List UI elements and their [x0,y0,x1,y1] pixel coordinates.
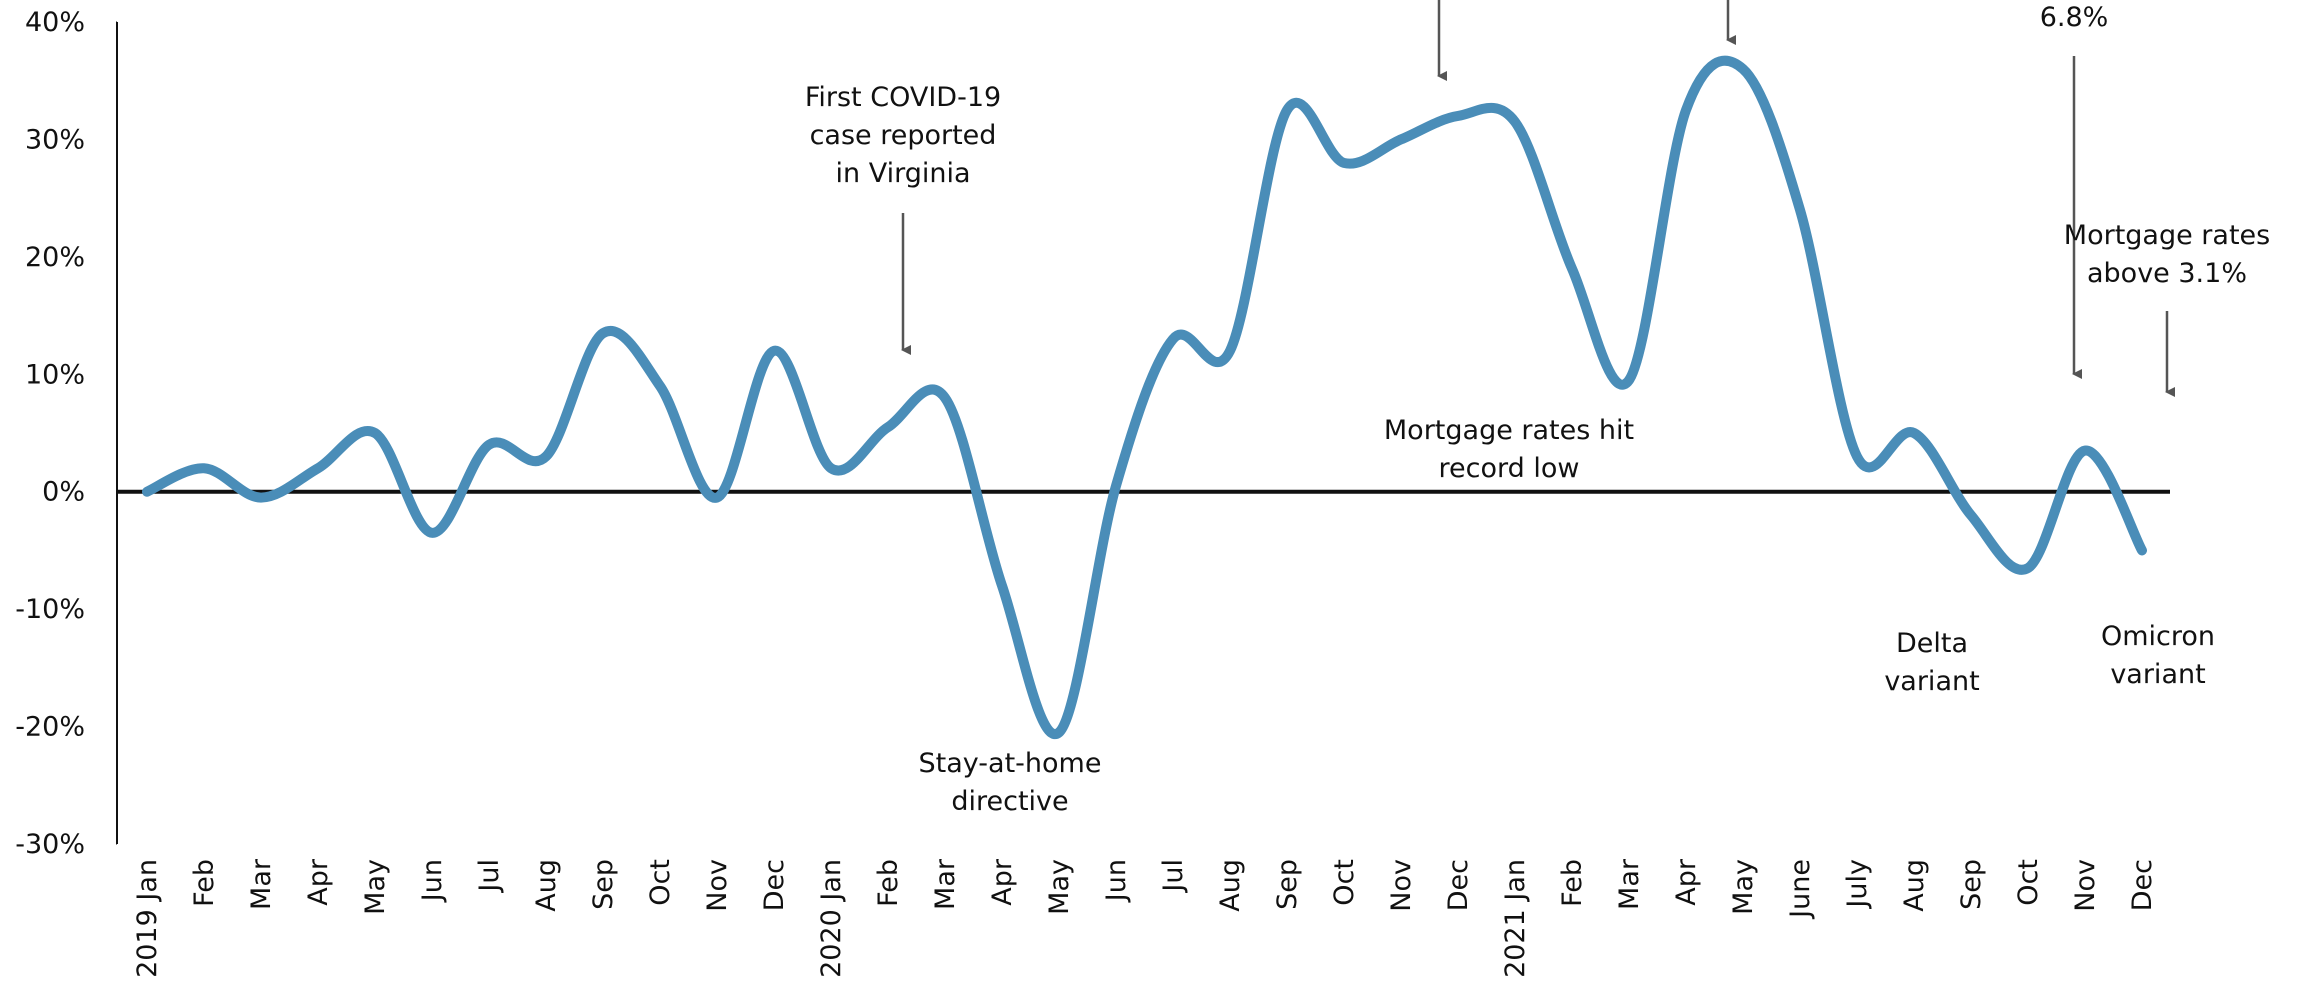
annotation: variant [1884,666,1979,697]
x-tick-label: 2019 Jan [132,859,163,978]
x-tick-label: Apr [1671,858,1702,906]
annotation: Stay-at-home [919,748,1102,779]
x-tick-label: Oct [1329,859,1360,906]
x-tick-label: Dec [1443,859,1474,911]
x-tick-label: Mar [1614,858,1645,910]
x-tick-label: Mar [930,858,961,910]
x-tick-label: July [1842,859,1873,910]
annotation: directive [951,786,1068,817]
x-tick-label: Dec [2127,859,2158,911]
annotation: 6.8% [2040,2,2109,33]
annotation: Mortgage rates [2064,220,2270,251]
x-tick-label: Dec [759,859,790,911]
x-tick-label: Aug [1899,859,1930,912]
x-tick-label: Jun [1101,859,1132,903]
x-tick-label: Feb [873,859,904,907]
annotation: Delta [1896,628,1968,659]
x-tick-label: Sep [1272,859,1303,910]
y-tick-label: -30% [15,829,85,860]
x-tick-label: May [360,859,391,915]
series-line [142,55,2147,740]
x-tick-label: 2021 Jan [1500,859,1531,978]
annotation: in Virginia [836,158,971,189]
x-tick-label: June [1785,859,1816,920]
x-tick-label: May [1044,859,1075,915]
x-tick-label: 2020 Jan [816,859,847,978]
annotation: record low [1439,453,1580,484]
x-tick-label: Oct [645,859,676,906]
y-tick-label: 20% [25,242,85,273]
x-tick-label: Aug [531,859,562,912]
x-tick-label: Apr [987,858,1018,906]
x-tick-label: Jun [417,859,448,903]
y-tick-label: 40% [25,7,85,38]
x-tick-label: Mar [246,858,277,910]
annotation: variant [2110,659,2205,690]
x-tick-label: Nov [2070,859,2101,912]
annotation: Mortgage rates hit [1384,415,1634,446]
x-tick-label: Sep [588,859,619,910]
x-tick-label: Feb [189,859,220,907]
x-tick-label: Jul [474,859,505,894]
y-tick-label: 0% [42,477,85,508]
annotation: First COVID-19 [805,82,1001,113]
x-tick-label: Oct [2013,859,2044,906]
y-tick-label: -10% [15,594,85,625]
y-tick-label: 10% [25,359,85,390]
y-tick-label: 30% [25,124,85,155]
annotation: above 3.1% [2087,258,2247,289]
x-tick-label: Sep [1956,859,1987,910]
annotation: case reported [810,120,997,151]
x-tick-label: May [1728,859,1759,915]
x-tick-label: Jul [1158,859,1189,894]
x-tick-label: Aug [1215,859,1246,912]
x-tick-label: Apr [303,858,334,906]
annotation: Omicron [2101,621,2215,652]
x-tick-label: Feb [1557,859,1588,907]
y-tick-label: -20% [15,712,85,743]
x-tick-label: Nov [1386,859,1417,912]
x-tick-label: Nov [702,859,733,912]
